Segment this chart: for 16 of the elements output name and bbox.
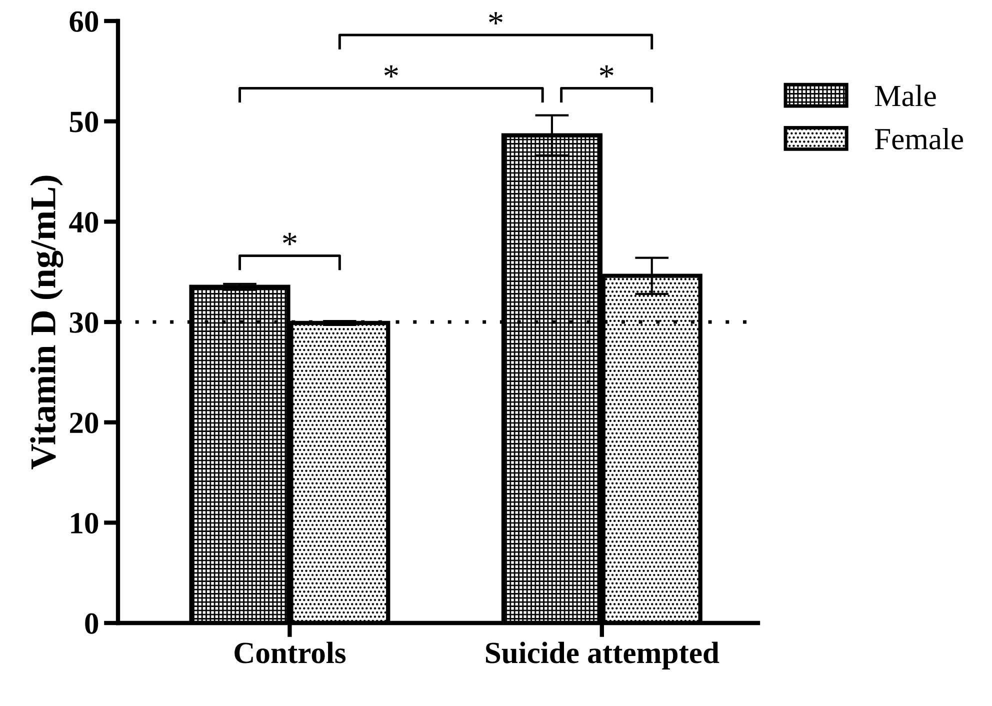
annotation: * xyxy=(600,65,614,78)
legend-label: Female xyxy=(874,128,963,150)
y-tick-label: 10 xyxy=(71,512,98,534)
legend-label: Male xyxy=(874,84,936,106)
annotation: * xyxy=(283,232,296,246)
y-tick-label: 20 xyxy=(70,412,98,434)
x-tick-label: Suicide attempted xyxy=(486,642,720,670)
y-tick-label: 60 xyxy=(70,11,98,32)
y-axis-title: Vitamin D (ng/mL) xyxy=(30,176,64,470)
y-tick-label: 0 xyxy=(85,613,98,634)
annotation: * xyxy=(384,65,398,78)
y-tick-label: 50 xyxy=(70,112,98,132)
annotation: * xyxy=(489,12,502,24)
y-tick-label: 40 xyxy=(69,212,98,233)
x-tick-label: Controls xyxy=(234,642,346,664)
y-tick-label: 30 xyxy=(70,312,98,333)
